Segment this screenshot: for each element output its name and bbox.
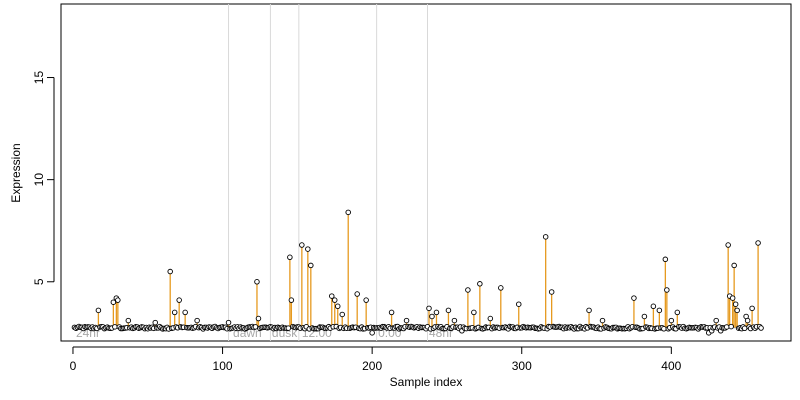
data-point bbox=[487, 315, 494, 322]
x-tick-label: 200 bbox=[362, 359, 382, 373]
data-point bbox=[171, 309, 178, 316]
data-point bbox=[112, 324, 118, 330]
data-point bbox=[429, 313, 435, 320]
data-point bbox=[471, 309, 477, 316]
data-point bbox=[744, 317, 751, 324]
data-point bbox=[674, 309, 681, 316]
data-point bbox=[631, 295, 637, 301]
data-point bbox=[305, 246, 311, 252]
y-tick-label: 5 bbox=[32, 278, 46, 285]
data-point bbox=[285, 325, 292, 331]
data-point bbox=[758, 325, 764, 331]
data-point bbox=[403, 317, 410, 324]
data-point bbox=[713, 317, 719, 324]
plot-frame bbox=[60, 3, 792, 342]
data-point bbox=[255, 315, 262, 322]
x-axis-title: Sample index bbox=[390, 375, 463, 389]
data-point bbox=[167, 268, 173, 275]
data-point bbox=[723, 324, 730, 330]
data-point bbox=[731, 262, 737, 269]
condition-dividers bbox=[228, 4, 428, 341]
data-point bbox=[332, 297, 338, 303]
data-point bbox=[388, 309, 395, 316]
x-tick-label: 100 bbox=[213, 359, 233, 373]
data-point bbox=[369, 330, 375, 336]
data-point bbox=[734, 307, 740, 314]
data-points bbox=[71, 209, 764, 336]
data-point bbox=[641, 313, 648, 320]
x-axis: 0 100 200 300 400 bbox=[70, 346, 682, 373]
data-point bbox=[339, 311, 345, 318]
data-point bbox=[115, 297, 121, 303]
data-point bbox=[125, 317, 132, 324]
x-tick-label: 300 bbox=[512, 359, 532, 373]
data-point bbox=[426, 305, 432, 312]
data-point bbox=[664, 287, 670, 293]
data-point bbox=[451, 317, 458, 324]
data-point bbox=[308, 262, 314, 269]
data-point bbox=[152, 319, 158, 326]
data-point bbox=[668, 317, 675, 324]
data-point bbox=[662, 256, 669, 263]
data-point bbox=[516, 301, 522, 307]
data-point bbox=[725, 242, 731, 248]
data-point bbox=[225, 319, 232, 326]
y-tick-label: 10 bbox=[32, 173, 46, 187]
data-point bbox=[194, 317, 200, 324]
data-point bbox=[732, 301, 739, 307]
data-point bbox=[254, 279, 260, 285]
data-point bbox=[749, 305, 755, 312]
data-point bbox=[755, 240, 761, 246]
data-point bbox=[445, 307, 452, 314]
data-point bbox=[95, 307, 102, 314]
data-point bbox=[661, 326, 667, 332]
data-point bbox=[548, 289, 555, 295]
data-point bbox=[329, 293, 335, 299]
data-point bbox=[465, 287, 471, 293]
data-point bbox=[110, 299, 117, 305]
data-point bbox=[334, 303, 341, 310]
data-point bbox=[299, 242, 305, 248]
data-point bbox=[542, 234, 549, 240]
y-axis: 5 10 15 bbox=[32, 71, 55, 285]
data-point bbox=[182, 309, 188, 316]
data-point bbox=[741, 325, 748, 332]
data-point bbox=[650, 303, 657, 310]
data-point bbox=[599, 317, 606, 324]
data-point bbox=[498, 285, 504, 291]
data-point bbox=[729, 295, 736, 301]
data-point bbox=[728, 323, 734, 330]
data-point bbox=[252, 324, 259, 330]
data-point bbox=[176, 297, 182, 303]
data-point bbox=[345, 209, 351, 216]
data-point bbox=[287, 254, 293, 261]
y-axis-title: Expression bbox=[9, 143, 23, 202]
data-point bbox=[477, 281, 483, 287]
data-point bbox=[586, 307, 592, 314]
data-point bbox=[433, 309, 440, 316]
data-point bbox=[354, 291, 360, 297]
x-tick-label: 0 bbox=[70, 359, 77, 373]
data-point bbox=[363, 297, 369, 303]
x-tick-label: 400 bbox=[661, 359, 681, 373]
y-tick-label: 15 bbox=[32, 71, 46, 85]
data-point bbox=[656, 307, 663, 314]
data-point bbox=[288, 297, 295, 303]
